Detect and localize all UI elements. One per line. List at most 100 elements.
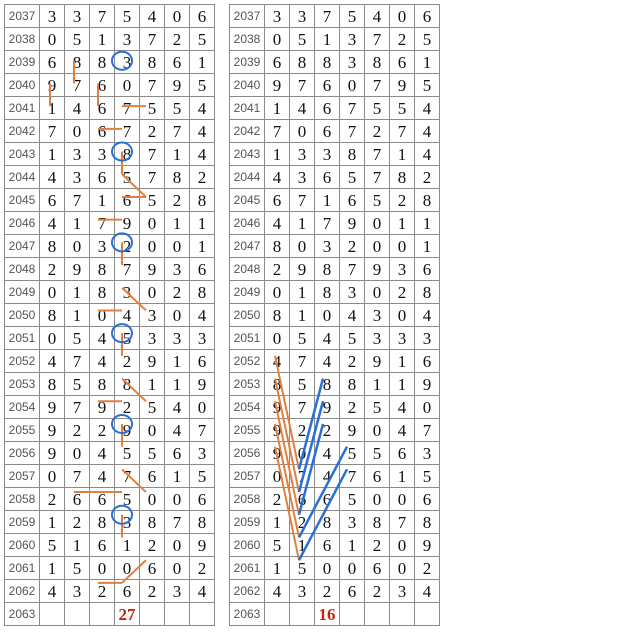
cell: 9 <box>40 442 65 465</box>
cell: 1 <box>65 534 90 557</box>
cell: 8 <box>415 281 440 304</box>
cell: 4 <box>340 304 365 327</box>
cell: 7 <box>365 74 390 97</box>
cell: 3 <box>65 5 90 28</box>
cell: 5 <box>115 327 140 350</box>
row-id: 2056 <box>5 442 40 465</box>
cell: 2 <box>115 350 140 373</box>
table-row: 20478032001 <box>5 235 215 258</box>
table-row: 20444365782 <box>5 166 215 189</box>
cell: 8 <box>65 51 90 74</box>
cell: 3 <box>340 51 365 74</box>
prediction-cell: 27 <box>115 603 140 626</box>
cell: 0 <box>40 28 65 51</box>
cell: 2 <box>190 166 215 189</box>
cell: 1 <box>165 212 190 235</box>
cell: 1 <box>140 373 165 396</box>
cell: 9 <box>290 258 315 281</box>
cell: 1 <box>165 350 190 373</box>
cell: 1 <box>290 281 315 304</box>
cell: 2 <box>415 557 440 580</box>
row-id: 2062 <box>5 580 40 603</box>
row-id: 2037 <box>230 5 265 28</box>
table-row: 20570747615 <box>230 465 440 488</box>
table-row: 20456716528 <box>230 189 440 212</box>
cell: 4 <box>265 212 290 235</box>
cell: 5 <box>365 396 390 419</box>
table-row: 20409760795 <box>230 74 440 97</box>
cell: 8 <box>390 166 415 189</box>
table-row: 20456716528 <box>5 189 215 212</box>
row-id: 2058 <box>5 488 40 511</box>
row-id: 2040 <box>5 74 40 97</box>
cell: 1 <box>365 373 390 396</box>
cell: 6 <box>315 166 340 189</box>
cell: 0 <box>165 304 190 327</box>
cell: 6 <box>315 74 340 97</box>
cell: 2 <box>140 580 165 603</box>
row-id: 2043 <box>230 143 265 166</box>
cell: 8 <box>90 51 115 74</box>
cell: 1 <box>315 28 340 51</box>
cell: 2 <box>190 557 215 580</box>
row-id: 2061 <box>230 557 265 580</box>
cell: 5 <box>290 327 315 350</box>
cell: 2 <box>390 28 415 51</box>
cell: 4 <box>190 97 215 120</box>
cell: 7 <box>140 143 165 166</box>
cell: 0 <box>390 557 415 580</box>
cell: 7 <box>90 5 115 28</box>
row-id: 2039 <box>5 51 40 74</box>
table-row: 20569045563 <box>230 442 440 465</box>
cell: 6 <box>390 442 415 465</box>
cell: 7 <box>190 419 215 442</box>
row-id: 2046 <box>5 212 40 235</box>
cell: 8 <box>90 258 115 281</box>
cell: 7 <box>115 258 140 281</box>
cell: 6 <box>165 442 190 465</box>
cell: 7 <box>340 120 365 143</box>
table-row: 20582665006 <box>5 488 215 511</box>
table-row: 20464179011 <box>5 212 215 235</box>
cell: 5 <box>290 373 315 396</box>
row-id: 2052 <box>5 350 40 373</box>
cell: 0 <box>90 304 115 327</box>
table-row: 20427067274 <box>5 120 215 143</box>
cell: 3 <box>165 580 190 603</box>
cell: 0 <box>140 235 165 258</box>
cell <box>290 603 315 626</box>
cell: 3 <box>290 166 315 189</box>
cell: 7 <box>290 74 315 97</box>
row-id: 2047 <box>5 235 40 258</box>
row-id: 2056 <box>230 442 265 465</box>
cell: 3 <box>190 442 215 465</box>
cell: 0 <box>390 488 415 511</box>
table-row: 20490183028 <box>5 281 215 304</box>
row-id: 2044 <box>5 166 40 189</box>
cell: 2 <box>315 580 340 603</box>
cell <box>65 603 90 626</box>
cell: 5 <box>340 442 365 465</box>
cell: 8 <box>165 166 190 189</box>
cell: 8 <box>315 511 340 534</box>
cell: 4 <box>90 327 115 350</box>
row-id: 2060 <box>5 534 40 557</box>
table-row: 20508104304 <box>230 304 440 327</box>
row-id: 2054 <box>5 396 40 419</box>
row-id: 2043 <box>5 143 40 166</box>
cell: 3 <box>415 442 440 465</box>
cell: 0 <box>115 74 140 97</box>
cell: 3 <box>140 327 165 350</box>
row-id: 2053 <box>5 373 40 396</box>
cell: 1 <box>40 557 65 580</box>
cell: 8 <box>140 51 165 74</box>
cell <box>390 603 415 626</box>
cell: 9 <box>390 74 415 97</box>
table-row: 20591283878 <box>230 511 440 534</box>
cell: 0 <box>165 235 190 258</box>
cell: 3 <box>190 327 215 350</box>
row-id: 2052 <box>230 350 265 373</box>
cell: 5 <box>415 74 440 97</box>
row-id: 2042 <box>5 120 40 143</box>
cell: 1 <box>265 97 290 120</box>
